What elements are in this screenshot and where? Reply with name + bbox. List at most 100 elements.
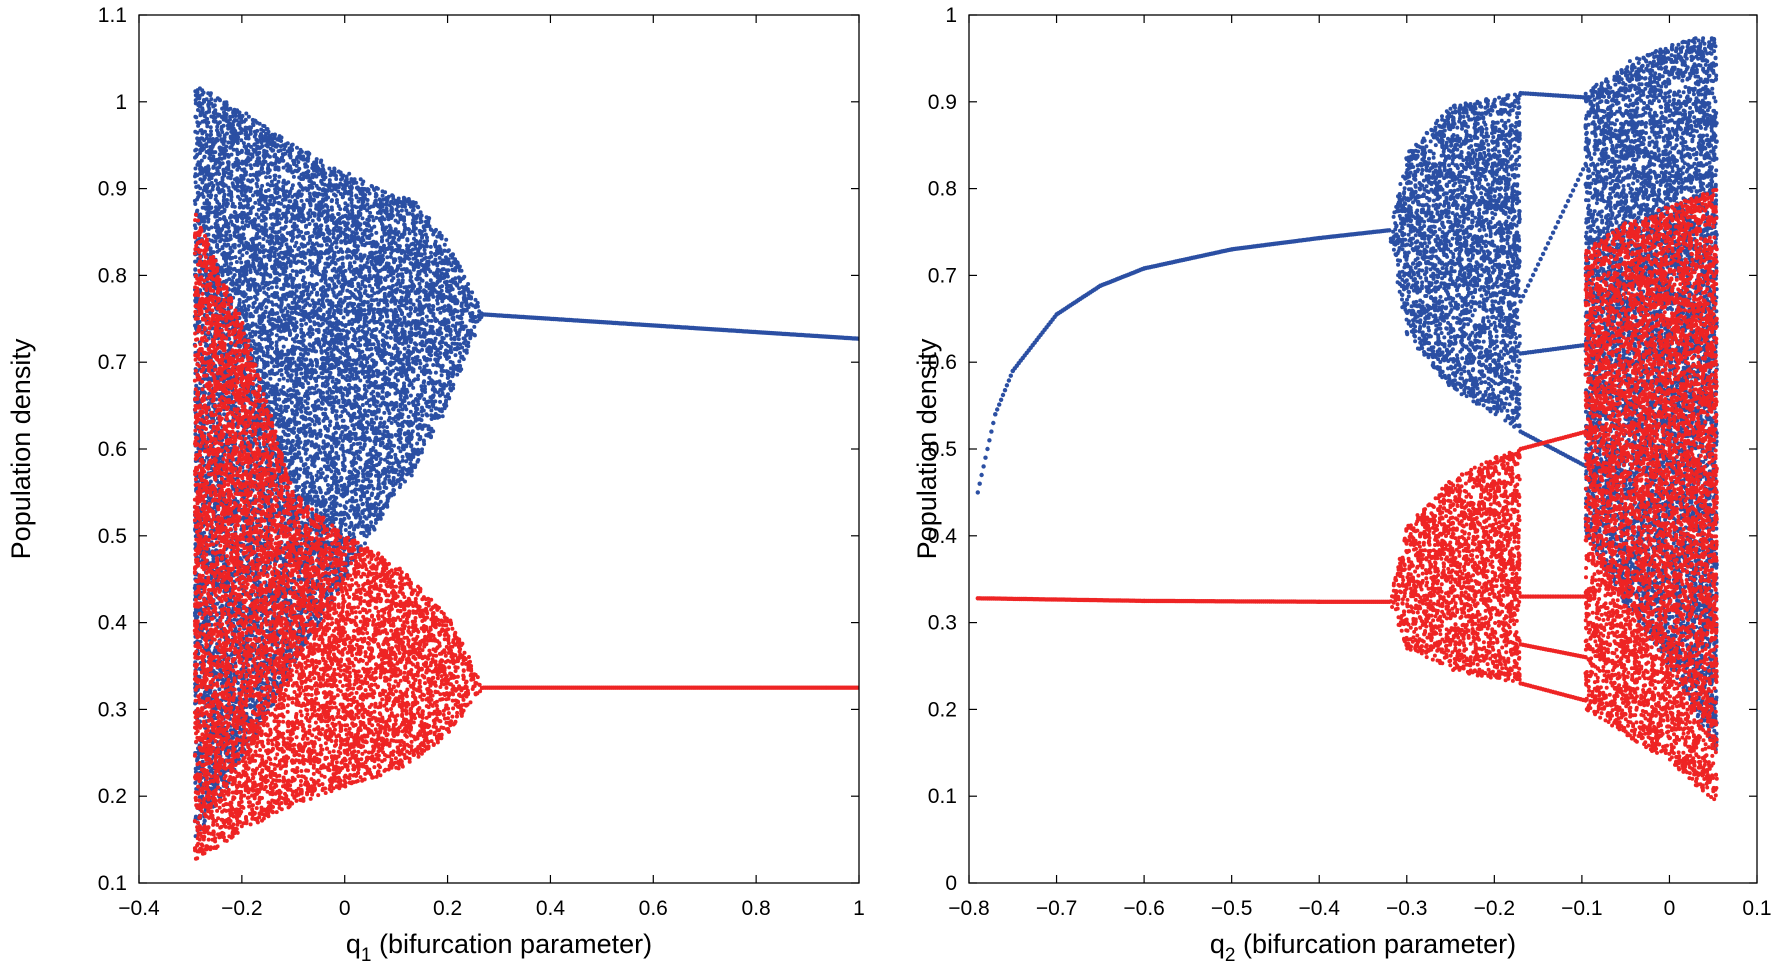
data-point bbox=[195, 130, 200, 135]
data-point bbox=[272, 177, 277, 182]
data-point bbox=[264, 149, 269, 154]
data-point bbox=[237, 243, 241, 248]
data-point bbox=[248, 131, 253, 136]
data-point bbox=[193, 148, 198, 153]
data-point bbox=[206, 120, 211, 125]
data-point bbox=[251, 123, 256, 128]
data-point bbox=[270, 234, 275, 239]
data-point bbox=[208, 93, 213, 98]
data-point bbox=[223, 233, 228, 238]
data-point bbox=[198, 186, 203, 191]
data-point bbox=[211, 165, 216, 170]
data-point bbox=[242, 236, 247, 241]
data-point bbox=[218, 217, 223, 221]
data-point bbox=[274, 343, 279, 348]
data-point bbox=[209, 193, 214, 198]
data-point bbox=[249, 166, 254, 171]
data-point bbox=[232, 128, 237, 133]
data-point bbox=[263, 231, 268, 236]
data-point bbox=[248, 189, 253, 193]
data-point bbox=[247, 287, 252, 292]
data-point bbox=[252, 246, 257, 251]
data-point bbox=[237, 285, 241, 290]
data-point bbox=[204, 97, 209, 102]
data-point bbox=[229, 169, 234, 174]
data-point bbox=[217, 133, 222, 138]
data-point bbox=[259, 306, 264, 311]
data-point bbox=[240, 114, 245, 119]
data-point bbox=[269, 285, 274, 290]
data-point bbox=[208, 125, 213, 130]
data-point bbox=[253, 331, 257, 336]
data-point bbox=[262, 315, 266, 320]
data-point bbox=[235, 141, 240, 145]
data-point bbox=[261, 276, 266, 281]
data-point bbox=[203, 129, 207, 134]
data-point bbox=[238, 343, 242, 348]
data-point bbox=[197, 96, 202, 101]
data-point bbox=[264, 305, 269, 310]
data-point bbox=[215, 128, 219, 133]
data-point bbox=[202, 530, 207, 535]
data-point bbox=[254, 297, 259, 302]
data-point bbox=[261, 237, 266, 241]
data-point bbox=[270, 340, 274, 345]
data-point bbox=[230, 181, 235, 186]
data-point bbox=[268, 337, 272, 342]
data-point bbox=[193, 267, 198, 272]
data-point bbox=[197, 319, 202, 324]
data-point bbox=[193, 202, 198, 206]
data-point bbox=[201, 90, 206, 95]
data-point bbox=[246, 304, 251, 309]
data-point bbox=[237, 249, 242, 254]
data-point bbox=[239, 308, 244, 313]
data-point bbox=[264, 266, 269, 271]
data-point bbox=[241, 232, 246, 237]
data-point bbox=[232, 245, 237, 250]
data-point bbox=[251, 305, 256, 309]
data-point bbox=[195, 208, 200, 213]
data-point bbox=[196, 108, 200, 112]
data-point bbox=[197, 674, 202, 679]
data-point bbox=[271, 148, 276, 153]
data-point bbox=[208, 133, 213, 138]
data-point bbox=[224, 100, 229, 105]
data-point bbox=[274, 144, 279, 149]
data-point bbox=[228, 270, 233, 275]
data-point bbox=[248, 270, 253, 275]
data-point bbox=[243, 292, 248, 297]
left-panel: −0.4 −0.2 0 0.2 0.4 0.6 0.8 10.10.20.30.40.50.6… bbox=[6, 4, 865, 966]
data-point bbox=[243, 189, 248, 194]
data-point bbox=[261, 123, 266, 128]
data-point bbox=[211, 183, 216, 188]
data-point bbox=[254, 253, 259, 258]
data-point bbox=[208, 246, 213, 251]
data-point bbox=[239, 260, 244, 265]
data-point bbox=[217, 120, 222, 125]
data-point bbox=[222, 135, 227, 140]
data-point bbox=[260, 144, 265, 149]
data-point bbox=[267, 154, 272, 159]
data-point bbox=[230, 735, 235, 740]
data-point bbox=[209, 101, 214, 106]
data-point bbox=[250, 152, 255, 157]
data-point bbox=[202, 113, 207, 118]
data-point bbox=[214, 193, 218, 198]
data-point bbox=[268, 274, 273, 279]
data-point bbox=[274, 333, 279, 338]
data-point bbox=[251, 193, 255, 198]
data-point bbox=[229, 173, 234, 178]
data-point bbox=[217, 687, 222, 692]
data-point bbox=[248, 295, 253, 300]
data-point bbox=[192, 223, 197, 228]
data-point bbox=[261, 244, 266, 249]
data-point bbox=[213, 150, 218, 155]
data-point bbox=[244, 162, 249, 167]
data-point bbox=[206, 201, 211, 206]
data-point bbox=[198, 639, 203, 644]
data-point bbox=[225, 131, 229, 136]
data-point bbox=[243, 315, 248, 320]
data-point bbox=[209, 225, 214, 230]
data-point bbox=[237, 297, 242, 302]
